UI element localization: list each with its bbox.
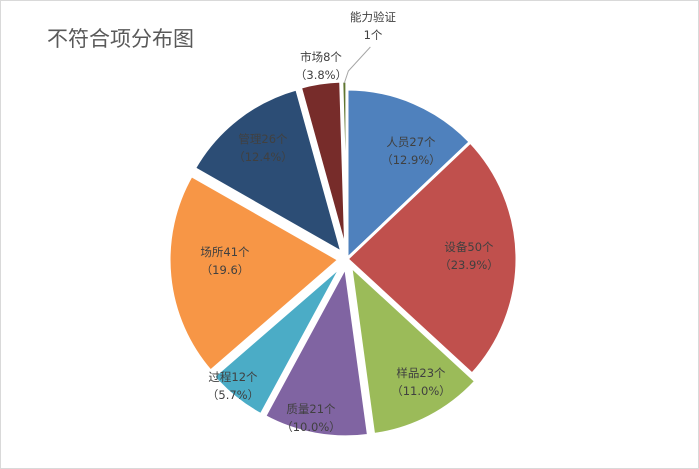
slice-percent-2: （11.0%） — [391, 384, 451, 398]
chart-title: 不符合项分布图 — [47, 27, 194, 51]
slice-percent-5: （19.6） — [201, 263, 250, 277]
pie-slice-6 — [192, 87, 345, 256]
pie-slice-8 — [340, 79, 349, 252]
pie-slice-4 — [211, 264, 344, 417]
slice-percent-4: （5.7%） — [207, 388, 259, 402]
slice-label-5: 场所41个 — [200, 245, 250, 259]
slice-label-8: 能力验证 — [350, 10, 396, 24]
slice-label-1: 设备50个 — [444, 240, 494, 254]
pie-slice-1 — [344, 139, 519, 377]
pie-slice-3 — [262, 262, 371, 439]
slice-percent-6: （12.4%） — [233, 150, 293, 164]
slice-percent-3: （10.0%） — [281, 420, 341, 434]
slice-label-0: 人员27个 — [386, 135, 436, 149]
slice-label-3: 质量21个 — [286, 402, 336, 416]
slice-percent-0: （12.9%） — [381, 153, 441, 167]
pie-slice-0 — [345, 87, 473, 263]
leader-line — [343, 46, 371, 84]
slice-label-7: 市场8个 — [300, 50, 342, 64]
pie-slice-5 — [167, 173, 342, 374]
slice-percent-1: （23.9%） — [439, 258, 499, 272]
slice-percent-8: 1个 — [364, 28, 383, 42]
pie-slice-2 — [348, 262, 478, 437]
slice-label-6: 管理26个 — [238, 132, 288, 146]
slice-label-2: 样品23个 — [396, 366, 446, 380]
slice-label-4: 过程12个 — [208, 370, 258, 384]
slice-percent-7: （3.8%） — [295, 68, 347, 82]
